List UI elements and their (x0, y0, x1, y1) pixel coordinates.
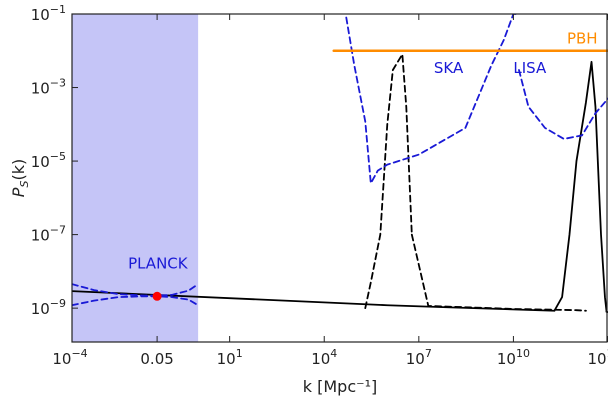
series-line-1 (364, 53, 413, 310)
annotation-pbh: PBH (567, 29, 598, 47)
x-tick-label-2: 101 (217, 347, 243, 368)
series-line-6 (72, 283, 200, 297)
series-line-0 (72, 290, 556, 312)
x-tick-label-6: 1013 (587, 347, 608, 368)
series-line-3 (553, 60, 608, 313)
y-tick-label-4: 10−1 (31, 3, 66, 24)
x-tick-label-1: 0.05 (140, 350, 173, 368)
x-tick-label-5: 1010 (497, 347, 530, 368)
y-tick-label-0: 10−9 (31, 297, 66, 318)
data-marker (152, 291, 162, 301)
x-tick-label-3: 104 (311, 347, 337, 368)
y-axis-label: PS(k) (9, 159, 31, 197)
series-line-7 (345, 14, 520, 185)
series-line-8 (518, 69, 608, 140)
x-tick-label-4: 107 (406, 347, 432, 368)
y-tick-label-2: 10−5 (31, 150, 66, 171)
y-tick-label-3: 10−3 (31, 77, 66, 98)
annotation-planck: PLANCK (128, 254, 189, 272)
annotation-ska: SKA (434, 59, 464, 77)
planck-shaded-region (72, 14, 199, 342)
annotation-lisa: LISA (513, 59, 547, 77)
x-axis-label: k [Mpc⁻¹] (303, 377, 377, 396)
plot-frame (71, 13, 608, 343)
series-group (72, 14, 608, 314)
y-tick-label-1: 10−7 (31, 224, 66, 245)
x-tick-label-0: 10−4 (52, 347, 87, 368)
series-line-2 (410, 233, 587, 312)
